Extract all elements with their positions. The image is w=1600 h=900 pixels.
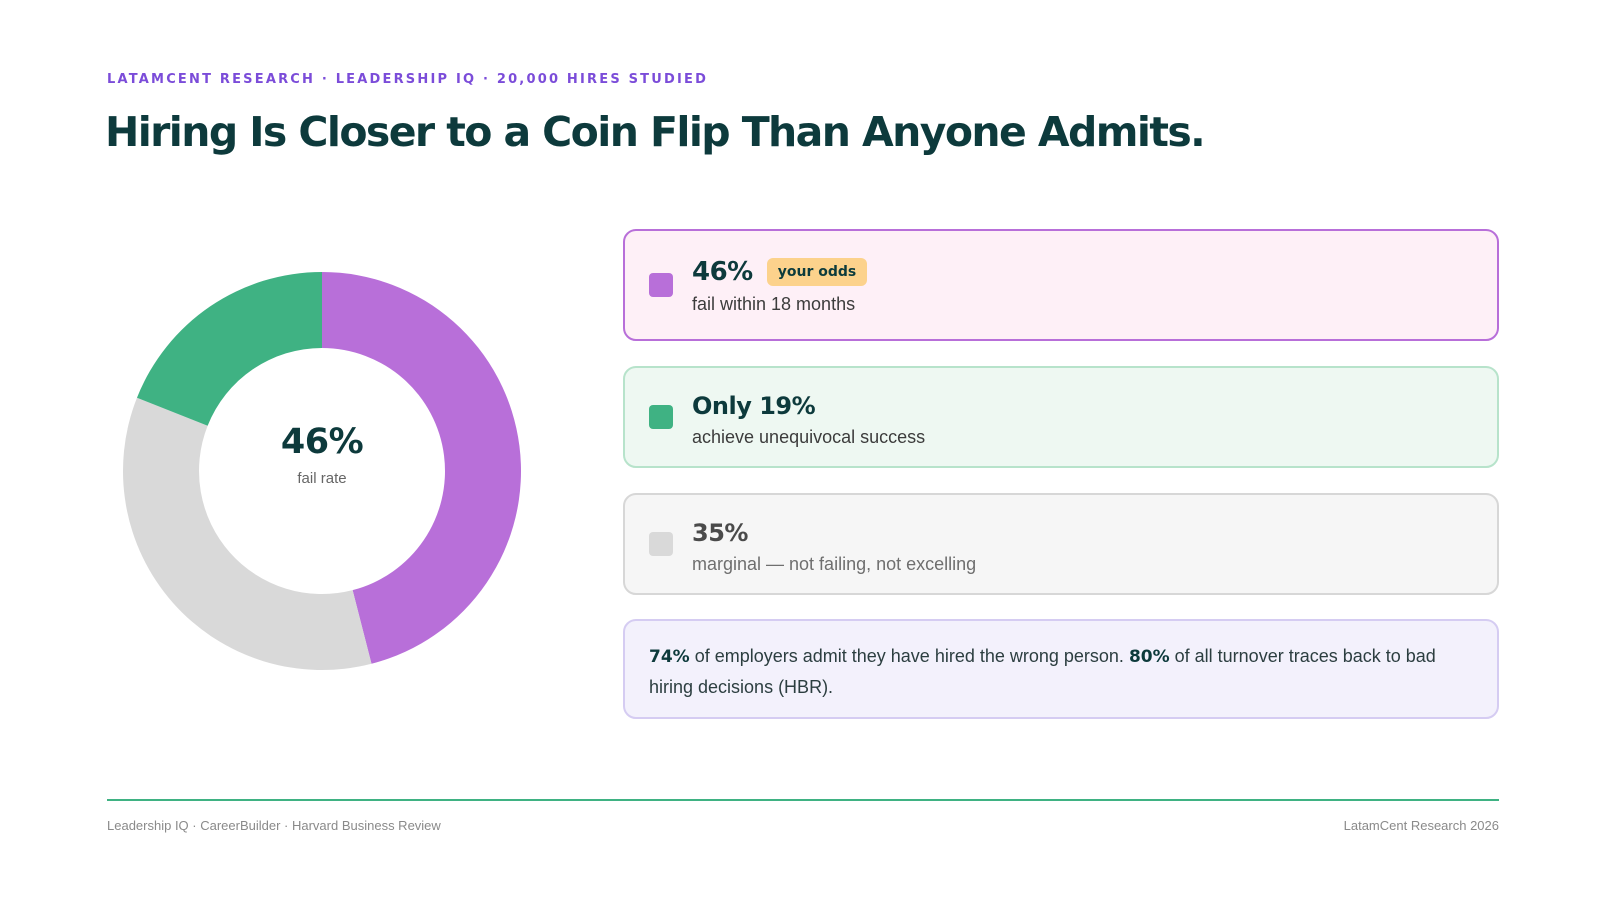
- footer-sources: Leadership IQ · CareerBuilder · Harvard …: [107, 818, 441, 833]
- fail-card-value: 46%: [692, 257, 753, 287]
- marginal-card-value: 35%: [692, 519, 748, 547]
- marginal-legend-swatch: [649, 532, 673, 556]
- fail-rate-card: 46% your odds fail within 18 months: [623, 229, 1499, 341]
- success-card-value: Only 19%: [692, 392, 816, 420]
- donut-center: 46% fail rate: [123, 422, 521, 487]
- marginal-card-description: marginal — not failing, not excelling: [692, 554, 977, 574]
- success-card-description: achieve unequivocal success: [692, 427, 926, 447]
- footer-credit: LatamCent Research 2026: [1343, 818, 1499, 833]
- note-text: 74% of employers admit they have hired t…: [649, 641, 1471, 702]
- fail-legend-swatch: [649, 273, 673, 297]
- success-card-header: Only 19%: [692, 392, 816, 420]
- donut-slice-2: [123, 397, 372, 670]
- note-stat-employers: 74%: [649, 647, 690, 667]
- success-rate-card: Only 19% achieve unequivocal success: [623, 366, 1499, 468]
- footer-divider: [107, 799, 1499, 801]
- note-stat-turnover: 80%: [1128, 647, 1170, 667]
- statistics-note-card: 74% of employers admit they have hired t…: [623, 619, 1499, 719]
- donut-slice-3: [136, 272, 322, 426]
- fail-card-header: 46% your odds: [692, 257, 868, 287]
- note-text-turnover: of all turnover traces back to bad hirin…: [649, 646, 1436, 697]
- fail-card-description: fail within 18 months: [692, 294, 856, 314]
- donut-slice-1: [322, 272, 521, 664]
- donut-chart: 46% fail rate: [123, 272, 521, 670]
- donut-center-label: fail rate: [297, 470, 347, 487]
- success-legend-swatch: [649, 405, 673, 429]
- note-text-employers: of employers admit they have hired the w…: [689, 646, 1129, 666]
- page-title: Hiring Is Closer to a Coin Flip Than Any…: [105, 108, 1206, 156]
- your-odds-badge: your odds: [766, 258, 868, 286]
- marginal-card-header: 35%: [692, 519, 748, 547]
- donut-center-value: 46%: [280, 422, 364, 462]
- marginal-rate-card: 35% marginal — not failing, not excellin…: [623, 493, 1499, 595]
- donut-svg: [123, 272, 521, 670]
- eyebrow: LATAMCENT RESEARCH · LEADERSHIP IQ · 20,…: [107, 72, 709, 87]
